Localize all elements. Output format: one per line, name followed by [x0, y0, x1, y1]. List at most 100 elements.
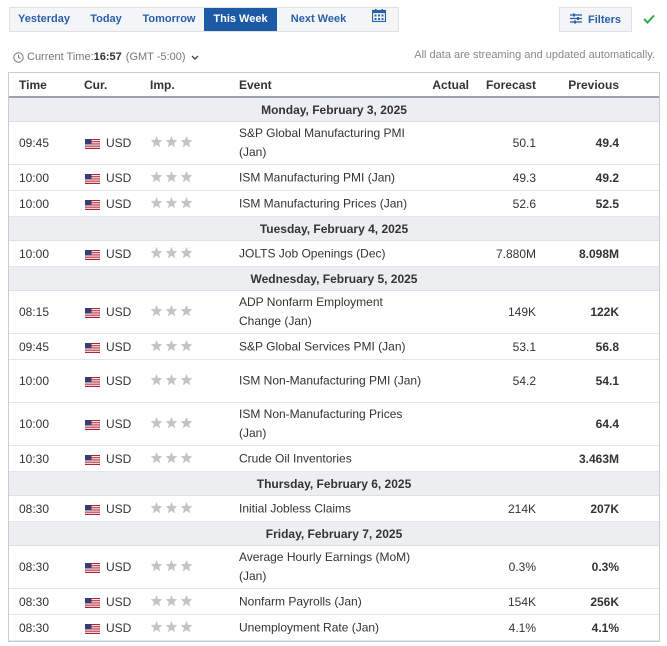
table-row: 10:00 USD ISM Manufacturing PMI (Jan) 49.3 4… [9, 165, 659, 191]
tab-this-week[interactable]: This Week [204, 8, 277, 31]
us-flag-icon [84, 173, 101, 184]
currency-code: USD [106, 594, 132, 609]
table-row: 08:30 USD Unemployment Rate (Jan) 4.1% 4.1% [9, 615, 659, 641]
event-name-link[interactable]: Nonfarm Payrolls (Jan) [239, 594, 362, 608]
calendar-icon [371, 8, 387, 31]
tab-tomorrow[interactable]: Tomorrow [142, 13, 196, 25]
event-name-link[interactable]: S&P Global Manufacturing PMI (Jan) [239, 126, 405, 159]
date-range-tabs: Yesterday Today Tomorrow This Week Next … [9, 7, 399, 32]
star-icon [180, 417, 193, 432]
importance-stars [150, 594, 193, 609]
event-currency: USD [84, 340, 131, 354]
event-currency: USD [84, 620, 132, 635]
col-time: Time [19, 78, 47, 92]
importance-stars [150, 374, 193, 389]
event-currency: USD [84, 247, 131, 261]
table-row: 10:00 USD ISM Manufacturing Prices (Jan) 52… [9, 191, 659, 217]
event-currency: USD [84, 417, 131, 431]
event-name-link[interactable]: Unemployment Rate (Jan) [239, 620, 380, 634]
calendar-picker-button[interactable] [360, 8, 398, 31]
table-row: 09:45 USD S&P Global Services PMI (Jan) 53.… [9, 334, 659, 360]
event-name-link[interactable]: ISM Non-Manufacturing PMI (Jan) [239, 373, 422, 388]
event-name-link[interactable]: Crude Oil Inventories [239, 451, 352, 465]
col-importance: Imp. [150, 78, 175, 92]
event-name-link[interactable]: ISM Manufacturing PMI (Jan) [239, 170, 396, 184]
event-previous: 3.463M [578, 451, 619, 466]
current-time-bar: Current Time: 16:57 (GMT -5:00) [13, 50, 199, 64]
event-previous: 8.098M [578, 246, 619, 261]
currency-code: USD [106, 560, 132, 574]
importance-stars [150, 451, 193, 466]
event-forecast: 149K [507, 305, 536, 319]
sliders-icon [569, 13, 582, 27]
timezone-value: (GMT -5:00) [125, 51, 186, 63]
star-icon [180, 451, 193, 466]
star-icon [180, 339, 193, 354]
col-forecast: Forecast [485, 78, 536, 92]
star-icon [180, 560, 193, 575]
star-icon [150, 594, 163, 609]
event-currency: USD [84, 594, 132, 609]
day-header: Monday, February 3, 2025 [9, 98, 659, 122]
table-header: Time Cur. Imp. Event Actual Forecast Pre… [9, 73, 659, 98]
us-flag-icon [84, 249, 101, 260]
currency-code: USD [106, 620, 132, 635]
filters-label: Filters [587, 13, 621, 26]
star-icon [150, 374, 163, 389]
table-body: Monday, February 3, 2025 09:45 USD S&P Glob… [9, 98, 659, 641]
tab-yesterday[interactable]: Yesterday [18, 13, 70, 25]
event-time: 09:45 [19, 339, 50, 354]
event-previous: 56.8 [595, 339, 619, 354]
star-icon [150, 305, 163, 320]
importance-stars [150, 339, 193, 354]
star-icon [165, 560, 178, 575]
star-icon [150, 136, 163, 151]
star-icon [165, 305, 178, 320]
currency-code: USD [106, 170, 132, 185]
star-icon [150, 560, 163, 575]
event-time: 08:30 [19, 620, 50, 635]
event-name-link[interactable]: ADP Nonfarm Employment Change (Jan) [239, 295, 383, 328]
col-currency: Cur. [84, 78, 108, 92]
event-name-link[interactable]: JOLTS Job Openings (Dec) [239, 246, 386, 260]
event-name-link[interactable]: Average Hourly Earnings (MoM) (Jan) [239, 550, 411, 583]
us-flag-icon [84, 504, 101, 515]
star-icon [150, 620, 163, 635]
star-icon [180, 196, 193, 211]
event-previous: 64.4 [595, 417, 619, 431]
star-icon [165, 594, 178, 609]
star-icon [180, 170, 193, 185]
us-flag-icon [84, 419, 101, 431]
us-flag-icon [84, 454, 101, 465]
current-time-value: 16:57 [93, 51, 122, 63]
star-icon [165, 339, 178, 354]
chevron-down-icon [191, 51, 199, 63]
star-icon [165, 451, 178, 466]
importance-stars [150, 305, 193, 320]
event-name-link[interactable]: Initial Jobless Claims [239, 501, 352, 515]
filters-button[interactable]: Filters [559, 7, 632, 32]
tab-next-week[interactable]: Next Week [290, 13, 347, 25]
event-time: 08:15 [19, 305, 50, 319]
event-previous: 207K [590, 501, 619, 516]
event-time: 10:00 [19, 170, 50, 185]
event-currency: USD [84, 374, 131, 388]
event-currency: USD [84, 502, 131, 516]
event-name-link[interactable]: ISM Manufacturing Prices (Jan) [239, 196, 408, 210]
event-forecast: 54.2 [512, 374, 536, 388]
event-time: 08:30 [19, 594, 50, 609]
col-event: Event [239, 78, 272, 92]
event-currency: USD [84, 451, 132, 466]
star-icon [150, 501, 163, 516]
tab-today[interactable]: Today [90, 13, 122, 25]
event-forecast: 53.1 [512, 339, 536, 354]
currency-code: USD [106, 451, 132, 466]
event-forecast: 0.3% [508, 560, 536, 574]
currency-code: USD [106, 136, 132, 150]
timezone-selector[interactable]: (GMT -5:00) [126, 51, 200, 63]
event-name-link[interactable]: S&P Global Services PMI (Jan) [239, 339, 406, 353]
star-icon [165, 170, 178, 185]
us-flag-icon [84, 597, 101, 608]
event-name-link[interactable]: ISM Non-Manufacturing Prices (Jan) [239, 407, 403, 440]
event-time: 10:00 [19, 374, 50, 388]
